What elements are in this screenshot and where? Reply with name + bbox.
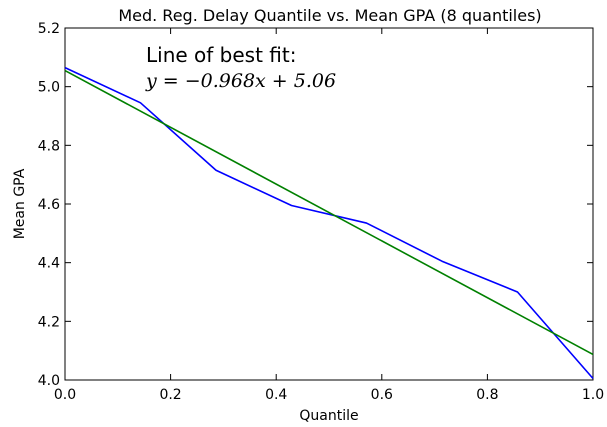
annotation-equation: y = −0.968x + 5.06 bbox=[145, 70, 336, 92]
x-tick-label: 0.2 bbox=[159, 387, 181, 403]
tick-labels: 0.0 0.2 0.4 0.6 0.8 1.0 4.0 4.2 4.4 4.6 4.8 5.0 5.2 bbox=[38, 21, 604, 403]
y-tick-label: 5.2 bbox=[38, 21, 60, 37]
axis-ticks bbox=[64, 27, 594, 381]
y-tick-label: 4.2 bbox=[38, 314, 60, 330]
x-tick-label: 0.8 bbox=[476, 387, 498, 403]
plot-area bbox=[64, 27, 594, 381]
x-tick-label: 0.4 bbox=[265, 387, 287, 403]
x-tick-label: 0.6 bbox=[371, 387, 393, 403]
x-tick-label: 0.0 bbox=[54, 387, 76, 403]
series-lines bbox=[64, 66, 594, 380]
y-tick-label: 4.4 bbox=[38, 256, 60, 272]
y-tick-label: 4.6 bbox=[38, 197, 60, 213]
x-tick-label: 1.0 bbox=[582, 387, 604, 403]
y-tick-label: 4.8 bbox=[38, 138, 60, 154]
chart-title: Med. Reg. Delay Quantile vs. Mean GPA (8… bbox=[118, 6, 541, 25]
y-axis-label: Mean GPA bbox=[12, 168, 28, 239]
y-tick-label: 4.0 bbox=[38, 373, 60, 389]
x-axis-label: Quantile bbox=[299, 408, 358, 424]
series-line-best-fit bbox=[64, 69, 594, 356]
y-tick-label: 5.0 bbox=[38, 80, 60, 96]
series-line-mean-gpa bbox=[64, 66, 594, 380]
annotation-heading: Line of best fit: bbox=[146, 43, 296, 67]
